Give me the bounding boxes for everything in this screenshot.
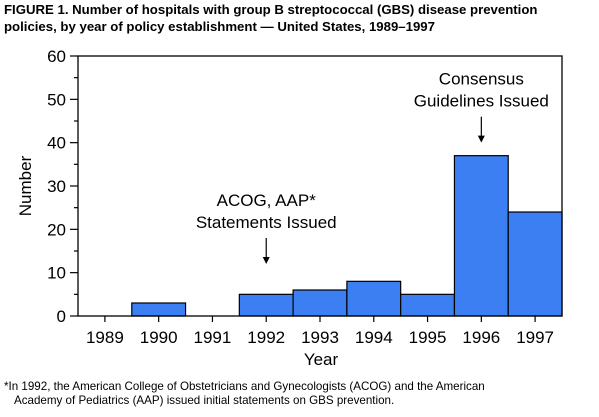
chart-title-line-1: FIGURE 1. Number of hospitals with group… <box>4 2 538 17</box>
x-tick-label: 1996 <box>462 328 500 347</box>
x-tick-label: 1997 <box>516 328 554 347</box>
annotation-1: ACOG, AAP* Statements Issued <box>196 191 337 264</box>
bar-1990 <box>131 302 187 317</box>
bar-1997 <box>507 211 563 317</box>
bar-1994 <box>346 280 402 317</box>
y-tick-label: 20 <box>47 220 66 239</box>
axes-layer: 0 10 20 30 40 50 60 1989 1990 1991 1992 1993 1994 199… <box>47 47 563 347</box>
y-tick-label: 10 <box>47 264 66 283</box>
y-tick-label: 60 <box>47 47 66 66</box>
annotation-text-line: ACOG, AAP* <box>217 191 317 210</box>
y-tick-label: 40 <box>47 134 66 153</box>
x-tick-label: 1995 <box>409 328 447 347</box>
annotation-text-line: Guidelines Issued <box>414 92 549 111</box>
annotations-layer: ACOG, AAP* Statements Issued Consensus Guid… <box>196 70 549 264</box>
y-tick-label: 0 <box>57 307 66 326</box>
footnote-line-2: Academy of Pediatrics (AAP) issued initi… <box>14 394 395 407</box>
bars-layer <box>131 155 563 317</box>
footnote: *In 1992, the American College of Obstet… <box>4 380 598 408</box>
y-tick-label: 50 <box>47 90 66 109</box>
y-axis-label: Number <box>16 155 35 216</box>
annotation-text-line: Consensus <box>439 70 524 89</box>
annotation-text-line: Statements Issued <box>196 213 337 232</box>
bar-1993 <box>292 289 348 317</box>
chart-title: FIGURE 1. Number of hospitals with group… <box>4 1 596 35</box>
annotation-arrow-head <box>477 135 485 143</box>
chart-title-line-2: policies, by year of policy establishmen… <box>4 19 435 34</box>
bar-1996 <box>453 155 509 317</box>
x-tick-label: 1991 <box>194 328 232 347</box>
x-tick-label: 1989 <box>86 328 124 347</box>
x-tick-label: 1990 <box>140 328 178 347</box>
x-tick-label: 1994 <box>355 328 393 347</box>
annotation-2: Consensus Guidelines Issued <box>414 70 549 143</box>
bar-1995 <box>400 293 456 317</box>
y-tick-label: 30 <box>47 177 66 196</box>
footnote-line-1: *In 1992, the American College of Obstet… <box>4 380 485 393</box>
x-tick-label: 1993 <box>301 328 339 347</box>
annotation-arrow-head <box>262 257 270 264</box>
x-axis-label: Year <box>304 350 339 369</box>
bar-1992 <box>238 293 294 317</box>
x-tick-label: 1992 <box>247 328 285 347</box>
